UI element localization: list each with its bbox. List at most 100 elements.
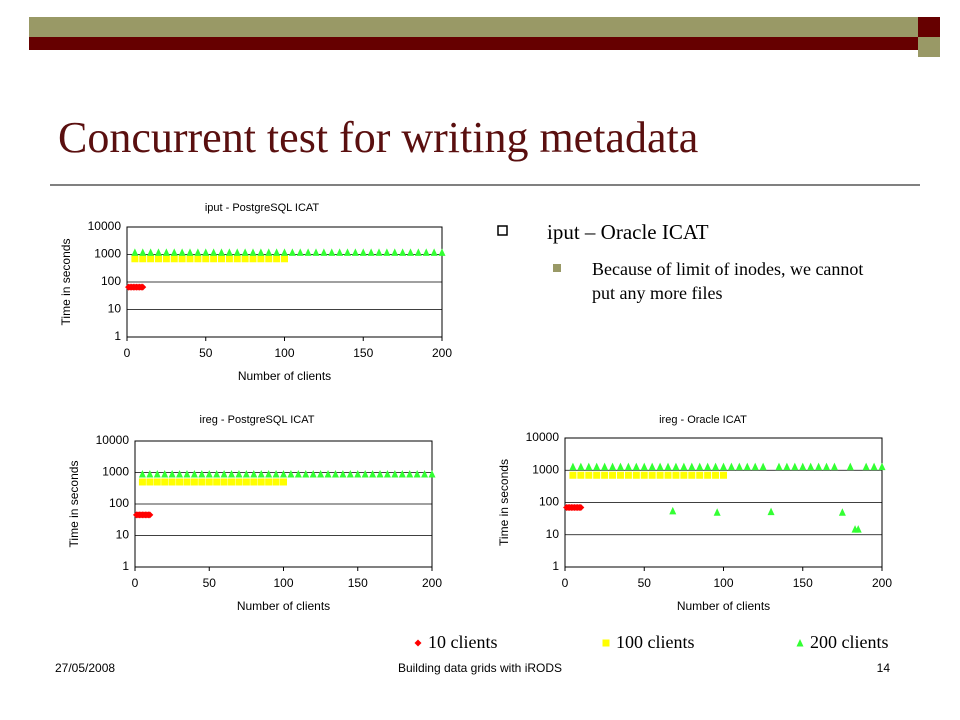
legend-text: 200 clients	[810, 632, 889, 652]
marker-triangle	[359, 248, 367, 256]
x-tick-label: 50	[638, 576, 652, 590]
marker-triangle	[198, 469, 206, 478]
marker-triangle	[205, 469, 213, 478]
marker-triangle	[414, 248, 422, 256]
x-tick-label: 0	[124, 346, 131, 360]
marker-triangle	[375, 248, 383, 256]
y-tick-label: 1	[552, 559, 559, 573]
y-tick-label: 1	[122, 559, 129, 573]
marker-triangle	[138, 469, 146, 478]
x-tick-label: 100	[274, 346, 294, 360]
marker-triangle	[178, 248, 186, 256]
marker-triangle	[213, 469, 221, 478]
marker-triangle	[183, 469, 191, 478]
marker-diamond	[414, 639, 422, 647]
y-tick-label: 100	[101, 274, 121, 288]
marker-triangle	[346, 469, 354, 478]
x-axis-label: Number of clients	[237, 599, 330, 613]
marker-triangle	[406, 469, 414, 478]
marker-square	[205, 478, 213, 486]
marker-triangle	[265, 248, 273, 256]
marker-square	[632, 471, 640, 479]
y-axis-label: Time in seconds	[67, 461, 81, 548]
marker-triangle	[220, 469, 228, 478]
slide-title: Concurrent test for writing metadata	[58, 113, 699, 162]
marker-square	[281, 255, 288, 263]
marker-triangle	[640, 462, 648, 471]
marker-triangle	[139, 248, 147, 256]
footer-page: 14	[876, 661, 890, 675]
marker-triangle	[225, 248, 233, 256]
marker-triangle	[376, 469, 384, 478]
marker-triangle	[257, 469, 265, 478]
marker-triangle	[609, 462, 617, 471]
marker-triangle	[383, 469, 391, 478]
y-axis-label: Time in seconds	[59, 239, 73, 326]
marker-triangle	[632, 462, 640, 471]
marker-triangle	[624, 462, 632, 471]
bullet-box	[497, 225, 508, 236]
marker-square	[249, 255, 257, 263]
marker-triangle	[190, 469, 198, 478]
marker-triangle	[317, 469, 325, 478]
marker-triangle	[422, 248, 430, 256]
marker-square	[272, 478, 280, 486]
marker-triangle	[775, 462, 783, 471]
y-tick-label: 1000	[532, 462, 559, 476]
marker-triangle	[176, 469, 184, 478]
marker-triangle	[288, 248, 296, 256]
marker-square	[218, 255, 225, 263]
marker-triangle	[296, 248, 304, 256]
marker-triangle	[569, 462, 577, 471]
marker-triangle	[759, 462, 767, 471]
marker-triangle	[331, 469, 339, 478]
marker-diamond	[146, 511, 154, 519]
x-tick-label: 200	[872, 576, 892, 590]
marker-square	[176, 478, 184, 486]
marker-triangle	[153, 469, 161, 478]
bullet: iput – Oracle ICAT	[547, 220, 709, 244]
marker-triangle	[807, 462, 815, 471]
y-axis-label: Time in seconds	[497, 459, 511, 546]
sub-bullet	[553, 264, 561, 272]
marker-triangle	[796, 639, 804, 647]
marker-square	[183, 478, 191, 486]
y-tick-label: 10	[116, 528, 130, 542]
marker-triangle	[438, 248, 446, 256]
marker-square	[213, 478, 221, 486]
marker-square	[257, 478, 265, 486]
marker-triangle	[162, 248, 170, 256]
marker-square	[273, 255, 281, 263]
top-stripe	[29, 37, 918, 50]
marker-square	[170, 255, 178, 263]
marker-square	[601, 471, 609, 479]
marker-triangle	[398, 469, 406, 478]
marker-triangle	[241, 248, 249, 256]
marker-triangle	[815, 462, 823, 471]
marker-triangle	[273, 248, 281, 256]
marker-triangle	[601, 462, 609, 471]
marker-square	[720, 471, 727, 479]
chart-title: ireg - PostgreSQL ICAT	[200, 414, 315, 426]
marker-square	[139, 255, 147, 263]
marker-triangle	[210, 248, 218, 256]
x-axis-label: Number of clients	[238, 369, 331, 383]
marker-triangle	[131, 248, 139, 256]
marker-triangle	[838, 508, 846, 516]
marker-square	[624, 471, 632, 479]
marker-triangle	[616, 462, 624, 471]
marker-triangle	[354, 469, 362, 478]
marker-triangle	[367, 248, 375, 256]
marker-triangle	[399, 248, 407, 256]
marker-triangle	[696, 462, 704, 471]
marker-diamond	[577, 503, 585, 511]
marker-square	[672, 471, 680, 479]
y-tick-label: 100	[539, 495, 559, 509]
marker-triangle	[413, 469, 421, 478]
marker-triangle	[351, 248, 359, 256]
marker-square	[712, 471, 720, 479]
marker-square	[233, 255, 241, 263]
x-tick-label: 50	[203, 576, 217, 590]
